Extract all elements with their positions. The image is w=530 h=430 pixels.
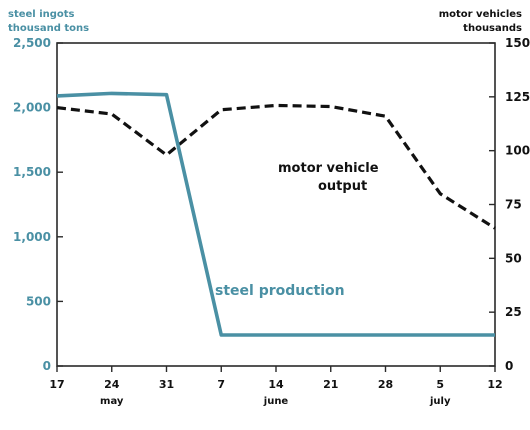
month-label: june bbox=[263, 396, 289, 407]
left-axis: 0 500 1,000 1,500 2,000 2,500 bbox=[13, 36, 63, 373]
right-axis: 0 25 50 75 100 125 150 bbox=[489, 36, 530, 373]
right-tick-label: 75 bbox=[505, 198, 522, 212]
right-tick-label: 50 bbox=[505, 251, 522, 265]
x-axis: 17 24 31 7 14 21 28 5 12 bbox=[49, 366, 503, 391]
right-tick-label: 25 bbox=[505, 305, 522, 319]
x-tick-label: 5 bbox=[436, 378, 444, 391]
x-tick-label: 7 bbox=[217, 378, 225, 391]
right-tick-label: 0 bbox=[505, 359, 513, 373]
plot-frame bbox=[56, 42, 496, 367]
x-tick-label: 14 bbox=[268, 378, 284, 391]
month-label: july bbox=[429, 396, 451, 407]
left-axis-title-line2: thousand tons bbox=[8, 23, 89, 34]
x-tick-label: 17 bbox=[49, 378, 64, 391]
motor-vehicle-label-line2: output bbox=[318, 179, 367, 194]
month-labels: may june july bbox=[100, 396, 451, 407]
left-tick-label: 2,500 bbox=[13, 36, 51, 50]
left-tick-label: 1,000 bbox=[13, 230, 51, 244]
steel-production-label: steel production bbox=[215, 283, 345, 299]
left-tick-label: 1,500 bbox=[13, 165, 51, 179]
left-tick-label: 0 bbox=[43, 359, 51, 373]
x-tick-label: 28 bbox=[378, 378, 393, 391]
steel-production-line bbox=[56, 91, 495, 337]
right-axis-title-line1: motor vehicles bbox=[439, 9, 522, 20]
right-tick-label: 150 bbox=[505, 36, 530, 50]
right-tick-label: 125 bbox=[505, 90, 530, 104]
x-tick-label: 12 bbox=[487, 378, 502, 391]
x-tick-label: 31 bbox=[159, 378, 174, 391]
motor-vehicle-output-line bbox=[56, 103, 496, 230]
right-tick-label: 100 bbox=[505, 144, 530, 158]
left-tick-label: 2,000 bbox=[13, 101, 51, 115]
left-axis-title-line1: steel ingots bbox=[8, 9, 75, 20]
left-tick-label: 500 bbox=[26, 294, 51, 308]
right-axis-title-line2: thousands bbox=[463, 23, 522, 34]
motor-vehicle-label-line1: motor vehicle bbox=[278, 161, 379, 176]
x-tick-label: 24 bbox=[104, 378, 120, 391]
month-label: may bbox=[100, 396, 124, 407]
x-tick-label: 21 bbox=[323, 378, 338, 391]
